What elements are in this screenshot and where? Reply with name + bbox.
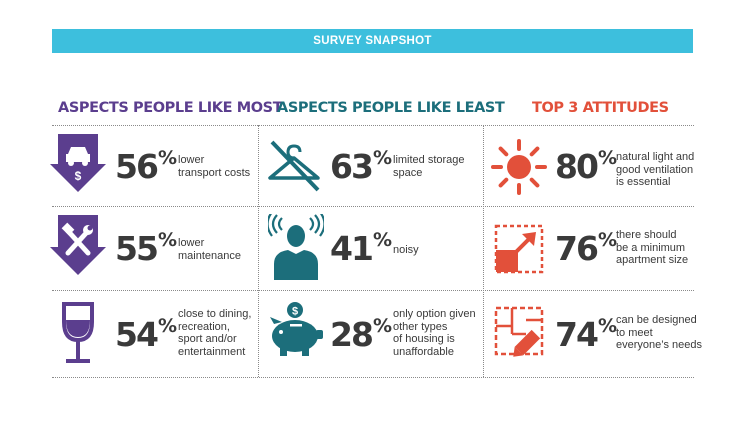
column-title-like-least: ASPECTS PEOPLE LIKE LEAST [277, 100, 505, 116]
column-title-top-attitudes: TOP 3 ATTITUDES [532, 100, 669, 116]
stat-value: 41% [330, 229, 392, 268]
stat-value: 54% [115, 315, 177, 354]
stat-value: 74% [555, 315, 617, 354]
stat-description: close to dining, recreation, sport and/o… [178, 308, 252, 358]
noisy-person-icon [266, 211, 326, 284]
row-divider [52, 206, 694, 207]
stat-description: noisy [393, 244, 419, 256]
expand-arrow-icon [494, 224, 546, 280]
stat-value: 56% [115, 147, 177, 186]
tools-arrow-icon [48, 215, 108, 281]
stat-description: only option given other types of housing… [393, 308, 476, 358]
piggy-bank-icon: $ [264, 300, 326, 362]
stat-description: can be designed to meet everyone’s needs [616, 314, 703, 351]
stat-value: 63% [330, 147, 392, 186]
svg-text:$: $ [75, 169, 82, 183]
stat-value: 76% [555, 229, 617, 268]
row-divider [52, 290, 694, 291]
wine-glass-icon [58, 302, 98, 370]
column-title-like-most: ASPECTS PEOPLE LIKE MOST [58, 100, 283, 116]
column-divider [258, 125, 259, 377]
floorplan-pencil-icon [492, 304, 550, 364]
column-divider [483, 125, 484, 377]
stat-description: lower transport costs [178, 154, 251, 179]
row-divider [52, 377, 694, 378]
sun-icon [489, 137, 549, 201]
row-divider [52, 125, 694, 126]
stat-description: lower maintenance [178, 237, 241, 262]
stat-value: 28% [330, 315, 392, 354]
stat-value: 80% [555, 147, 617, 186]
stat-description: limited storage space [393, 154, 465, 179]
crossed-hanger-icon [266, 140, 322, 196]
survey-snapshot-banner: SURVEY SNAPSHOT [52, 29, 693, 53]
car-cost-arrow-icon: $ [48, 134, 108, 198]
stat-description: natural light and good ventilation is es… [616, 151, 695, 188]
stat-description: there should be a minimum apartment size [616, 229, 689, 266]
svg-text:$: $ [292, 306, 298, 318]
stat-value: 55% [115, 229, 177, 268]
